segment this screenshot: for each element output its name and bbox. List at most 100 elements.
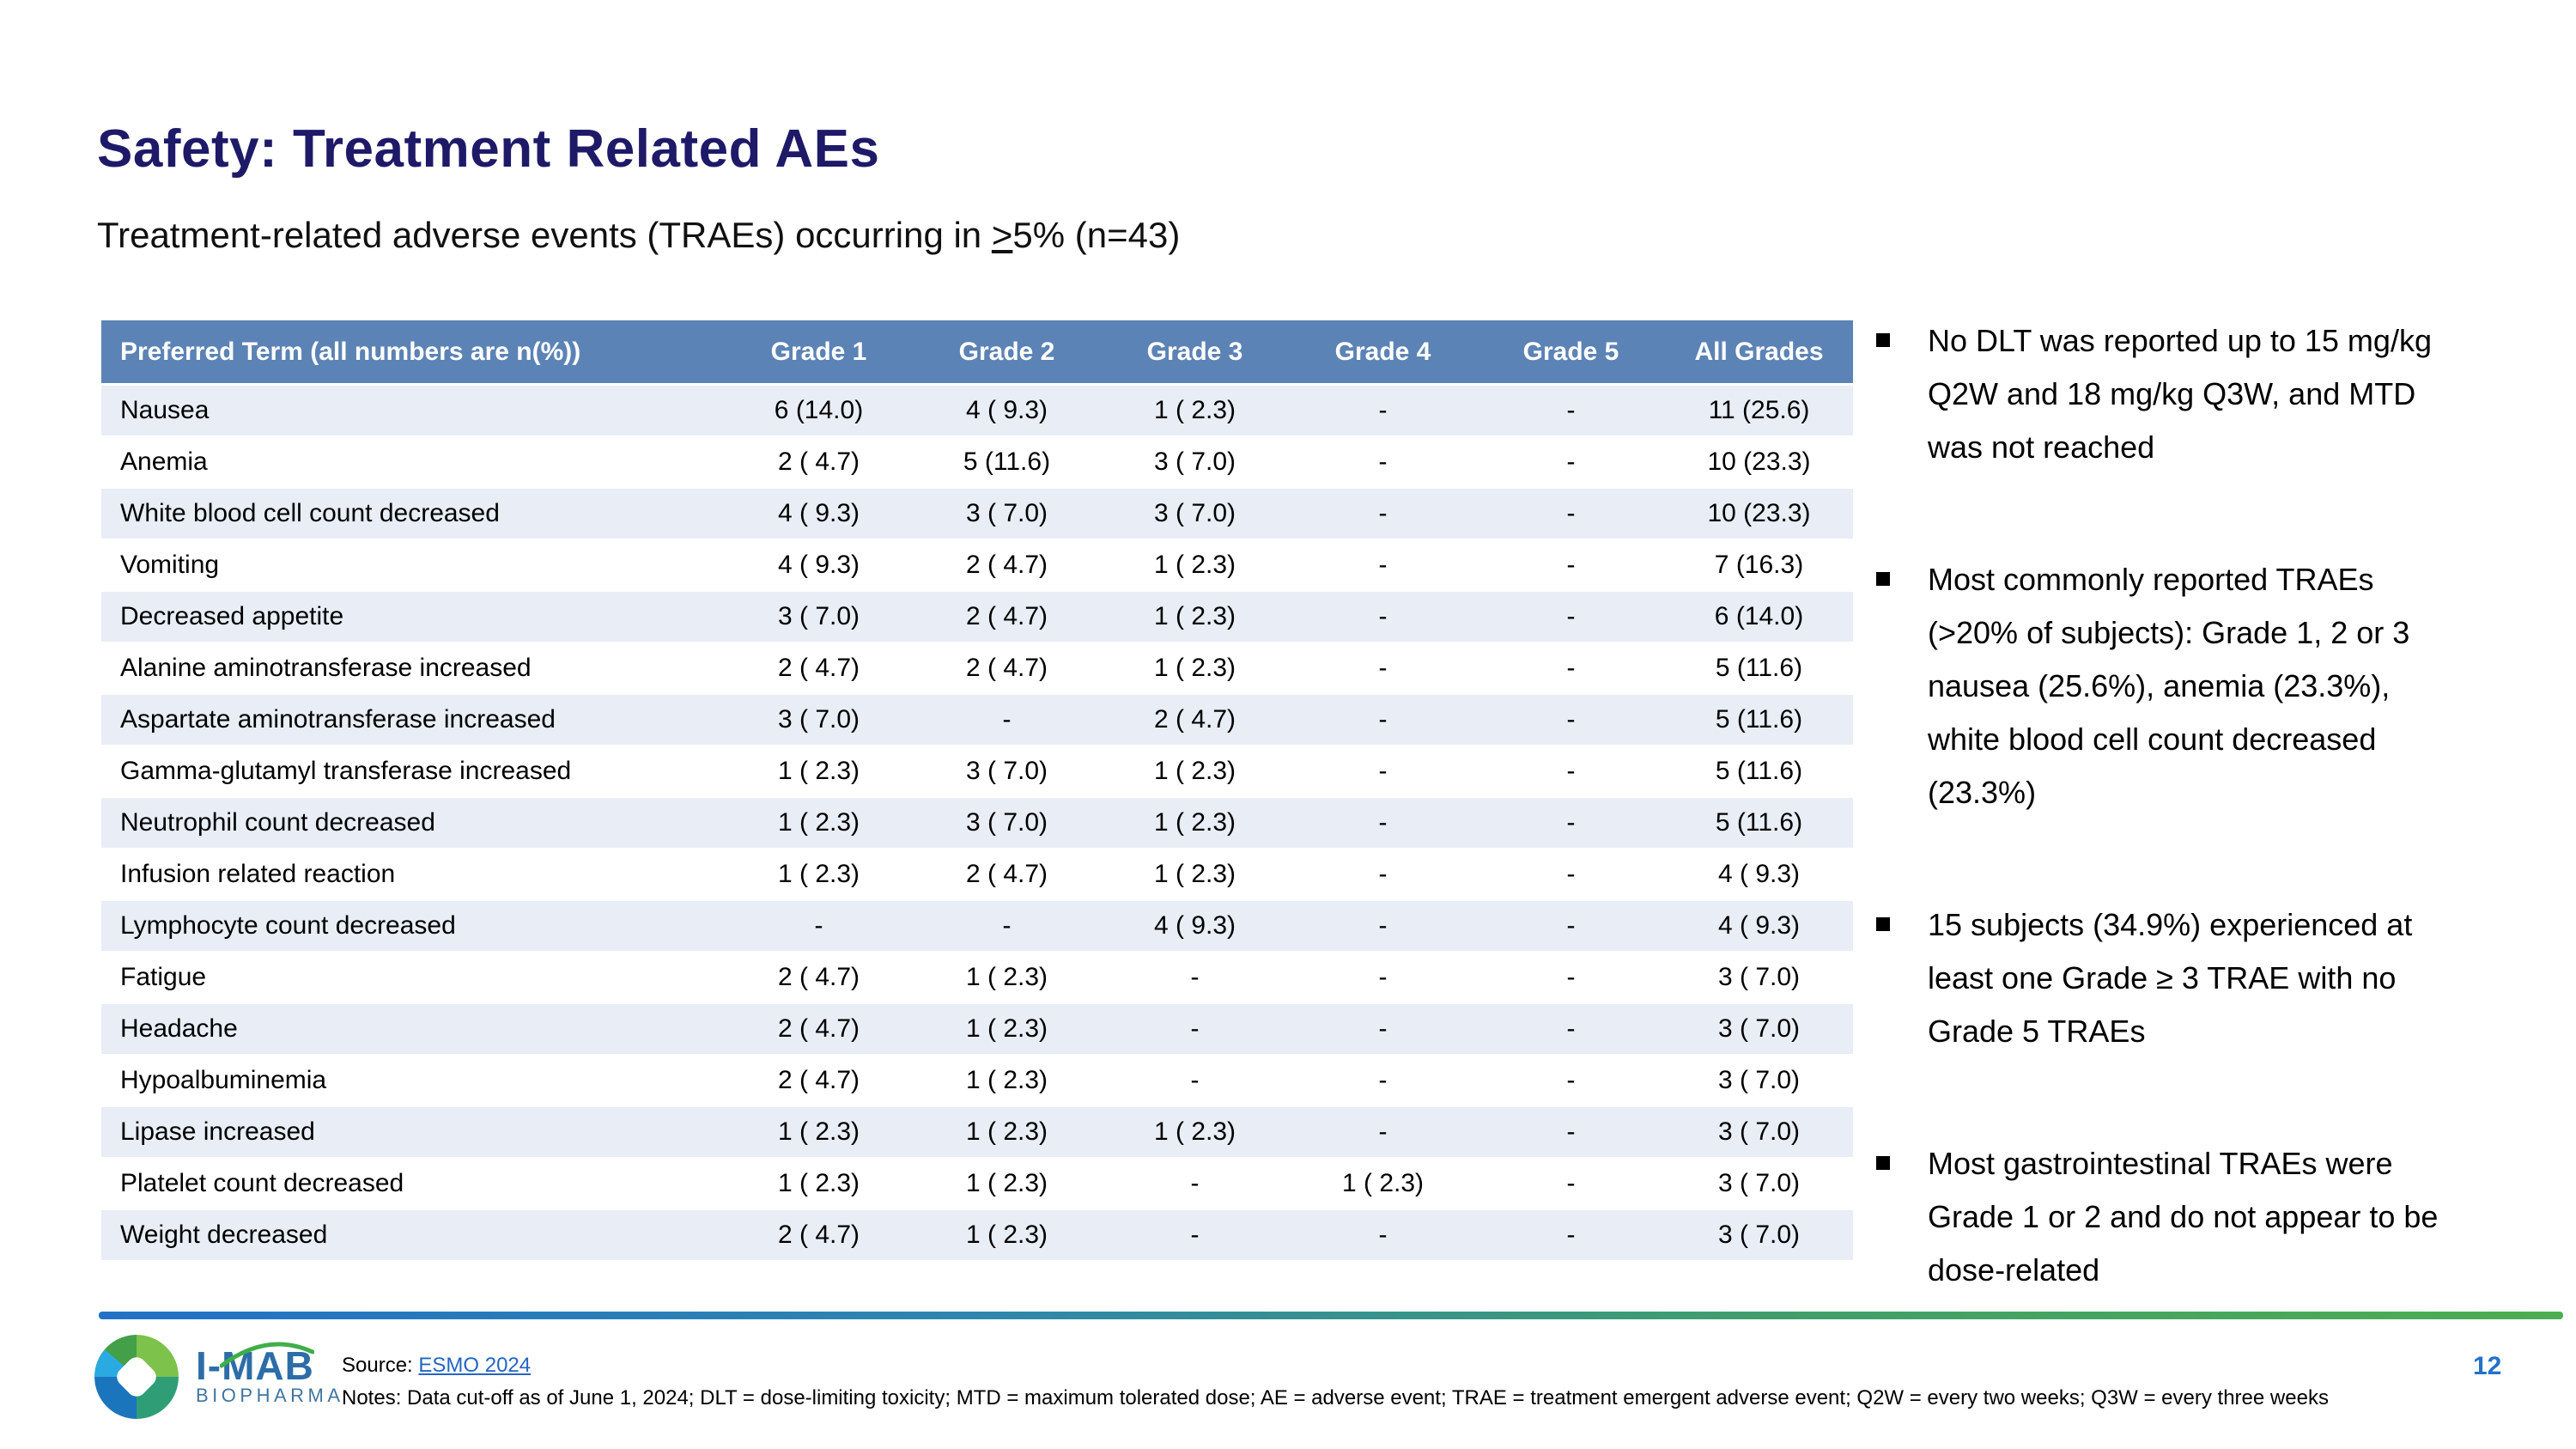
bullet-item: Most commonly reported TRAEs (>20% of su… [1874,553,2445,819]
table-row: White blood cell count decreased 4 ( 9.3)… [101,488,1853,540]
value-cell: 1 ( 2.3) [725,746,913,798]
slide-title: Safety: Treatment Related AEs [97,119,880,179]
column-header-preferred-term: Preferred Term (all numbers are n(%)) [101,320,725,386]
value-cell: 3 ( 7.0) [1665,1209,1853,1262]
value-cell: - [1289,952,1477,1004]
value-cell: - [1477,1209,1665,1262]
value-cell: 1 ( 2.3) [913,1003,1101,1056]
value-cell: 5 (11.6) [1665,694,1853,746]
value-cell: 2 ( 4.7) [913,591,1101,643]
value-cell: 2 ( 4.7) [913,642,1101,695]
table-row: Platelet count decreased 1 ( 2.3) 1 ( 2.3)… [101,1158,1853,1210]
value-cell: - [1289,1209,1477,1262]
value-cell: - [1477,1106,1665,1159]
value-cell: 3 ( 7.0) [1101,488,1289,540]
term-cell: Weight decreased [101,1209,725,1262]
value-cell: - [1289,1003,1477,1056]
value-cell: 4 ( 9.3) [1101,900,1289,953]
value-cell: 5 (11.6) [1665,642,1853,695]
value-cell: 2 ( 4.7) [725,1055,913,1107]
table-row: Lymphocyte count decreased - -4 ( 9.3) - -4 … [101,900,1853,953]
value-cell: 3 ( 7.0) [913,797,1101,849]
notes-text: Notes: Data cut-off as of June 1, 2024; … [342,1386,2329,1409]
logo-title: I-MAB [196,1343,314,1388]
value-cell: 1 ( 2.3) [1101,539,1289,592]
value-cell: 2 ( 4.7) [725,1003,913,1056]
value-cell: - [913,900,1101,953]
table-row: Lipase increased 1 ( 2.3) 1 ( 2.3) 1 ( 2.3)… [101,1106,1853,1159]
value-cell: 2 ( 4.7) [725,436,913,489]
value-cell: 5 (11.6) [1665,797,1853,849]
source-link[interactable]: ESMO 2024 [418,1354,532,1377]
value-cell: - [1477,694,1665,746]
table-row: Nausea 6 (14.0) 4 ( 9.3) 1 ( 2.3) - -11 (25.6… [101,384,1853,437]
value-cell: 10 (23.3) [1665,436,1853,489]
value-cell: 4 ( 9.3) [1665,849,1853,901]
term-cell: Lipase increased [101,1106,725,1159]
value-cell: - [1289,591,1477,643]
value-cell: - [1289,1106,1477,1159]
value-cell: - [1289,797,1477,849]
table-row: Aspartate aminotransferase increased 3 ( … [101,694,1853,746]
table-row: Headache 2 ( 4.7) 1 ( 2.3) - - -3 ( 7.0) [101,1003,1853,1056]
table-row: Weight decreased 2 ( 4.7) 1 ( 2.3) - - -3 ( 7… [101,1209,1853,1262]
value-cell: - [1289,900,1477,953]
source-line: Source: ESMO 2024 [342,1354,531,1378]
value-cell: 11 (25.6) [1665,384,1853,437]
value-cell: - [1477,642,1665,695]
column-header: Grade 2 [913,320,1101,386]
column-header: All Grades [1665,320,1853,386]
value-cell: 1 ( 2.3) [913,1055,1101,1107]
value-cell: 3 ( 7.0) [725,694,913,746]
value-cell: 3 ( 7.0) [725,591,913,643]
value-cell: 4 ( 9.3) [913,384,1101,437]
column-header: Grade 5 [1477,320,1665,386]
subtitle-suffix: 5% (n=43) [1012,215,1181,255]
value-cell: 1 ( 2.3) [1101,1106,1289,1159]
value-cell: 1 ( 2.3) [1101,797,1289,849]
value-cell: 3 ( 7.0) [1665,1106,1853,1159]
column-header: Grade 1 [725,320,913,386]
trae-table: Preferred Term (all numbers are n(%)) Gra… [101,320,1853,1262]
bullet-item: Most gastrointestinal TRAEs were Grade 1… [1874,1137,2445,1297]
table-row: Neutrophil count decreased 1 ( 2.3) 3 ( 7.… [101,797,1853,849]
value-cell: 3 ( 7.0) [1665,1003,1853,1056]
value-cell: 4 ( 9.3) [725,539,913,592]
term-cell: Nausea [101,384,725,437]
value-cell: 1 ( 2.3) [1101,642,1289,695]
value-cell: - [1289,436,1477,489]
value-cell: 3 ( 7.0) [1665,952,1853,1004]
value-cell: 1 ( 2.3) [1101,746,1289,798]
value-cell: 2 ( 4.7) [1101,694,1289,746]
value-cell: 3 ( 7.0) [1665,1158,1853,1210]
value-cell: - [725,900,913,953]
value-cell: 3 ( 7.0) [1101,436,1289,489]
bullet-item: 15 subjects (34.9%) experienced at least… [1874,898,2445,1058]
term-cell: Infusion related reaction [101,849,725,901]
table-row: Decreased appetite 3 ( 7.0) 2 ( 4.7) 1 ( 2.… [101,591,1853,643]
value-cell: - [1477,436,1665,489]
value-cell: 1 ( 2.3) [913,1209,1101,1262]
value-cell: - [1477,384,1665,437]
divider-line [99,1312,2563,1319]
value-cell: 1 ( 2.3) [1289,1158,1477,1210]
value-cell: - [1289,694,1477,746]
value-cell: - [1101,1158,1289,1210]
value-cell: 2 ( 4.7) [725,952,913,1004]
value-cell: - [1289,488,1477,540]
value-cell: - [1477,952,1665,1004]
term-cell: Headache [101,1003,725,1056]
value-cell: - [1289,642,1477,695]
value-cell: - [1289,746,1477,798]
value-cell: 5 (11.6) [913,436,1101,489]
value-cell: 5 (11.6) [1665,746,1853,798]
value-cell: 1 ( 2.3) [1101,384,1289,437]
term-cell: Platelet count decreased [101,1158,725,1210]
table-row: Vomiting 4 ( 9.3) 2 ( 4.7) 1 ( 2.3) - -7 (16.… [101,539,1853,592]
value-cell: 1 ( 2.3) [913,1106,1101,1159]
value-cell: - [1289,1055,1477,1107]
table-row: Infusion related reaction 1 ( 2.3) 2 ( 4.7… [101,849,1853,901]
imab-logo: I-MAB BIOPHARMA [93,1333,344,1421]
value-cell: - [1101,1003,1289,1056]
